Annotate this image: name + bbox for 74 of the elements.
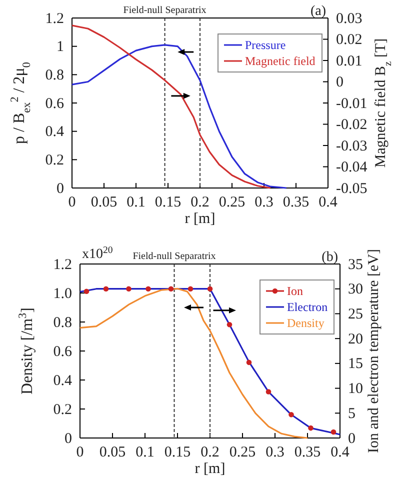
y-tick-label: 0 <box>56 180 64 197</box>
annotation: (a) <box>310 4 326 19</box>
point <box>84 288 90 294</box>
x-tick-label: 0.15 <box>164 444 191 461</box>
chart-title: Field-null Separatrix <box>123 5 206 16</box>
x-tick-label: 0.35 <box>282 194 310 211</box>
y2-tick-label: 30 <box>348 282 363 298</box>
y2-tick-label: 0 <box>348 430 356 447</box>
point <box>330 429 336 435</box>
x-tick-label: 0.4 <box>330 444 350 461</box>
legend-label: Density <box>287 316 324 330</box>
y2-axis-title: Ion and electron temperature [eV] <box>366 248 382 454</box>
point <box>168 286 174 292</box>
y-tick-label: 0.4 <box>53 372 72 389</box>
y2-tick-label: 0.02 <box>336 32 362 48</box>
x-tick-label: 0.2 <box>200 444 220 461</box>
y2-tick-label: 10 <box>348 381 363 398</box>
point <box>126 286 132 292</box>
x-tick-label: 0 <box>76 444 84 461</box>
point <box>226 322 232 328</box>
x-tick-label: 0.1 <box>126 194 146 211</box>
y-tick-label: 0.4 <box>45 124 64 140</box>
x-tick-label: 0.35 <box>294 444 321 461</box>
y2-tick-label: -0.01 <box>336 96 368 112</box>
x-tick-label: 0.4 <box>318 194 338 211</box>
y2-tick-label: 35 <box>348 256 363 273</box>
point <box>146 286 151 292</box>
y-tick-label: 1.2 <box>53 256 72 273</box>
x-tick-label: 0.25 <box>229 444 256 461</box>
point <box>266 389 272 394</box>
x-tick-label: 0.3 <box>254 194 274 211</box>
legend-label: Ion <box>287 284 303 298</box>
y-tick-label: 1 <box>56 39 64 56</box>
x-tick-label: 0.05 <box>99 444 126 461</box>
x-tick-label: 0.2 <box>190 194 210 211</box>
y2-tick-label: 0.01 <box>336 53 362 70</box>
legend-label: Magnetic field <box>245 54 316 68</box>
text: x10$^{20}$ <box>82 244 113 262</box>
y-tick-label: 0.6 <box>53 344 72 360</box>
x-tick-label: 0.05 <box>90 194 118 211</box>
point <box>103 286 109 292</box>
y-tick-label: 0.6 <box>45 96 64 112</box>
legend-label: Pressure <box>245 38 286 52</box>
y-tick-label: 0.8 <box>53 314 72 331</box>
x-axis-title: r [m] <box>184 211 216 227</box>
y-tick-label: 1.0 <box>53 286 72 302</box>
y-tick-label: 0 <box>64 430 72 447</box>
point <box>308 425 314 431</box>
x-axis-title: r [m] <box>194 461 226 477</box>
y2-tick-label: 15 <box>348 356 363 372</box>
y2-tick-label: 0 <box>336 74 344 91</box>
y-tick-label: 0.8 <box>45 67 64 84</box>
y2-tick-label: -0.03 <box>336 138 368 154</box>
y2-tick-label: 25 <box>348 306 363 323</box>
point <box>207 286 213 292</box>
y2-tick-label: 20 <box>348 331 363 348</box>
y-tick-label: 0.2 <box>45 152 64 168</box>
y-tick-label: 0.2 <box>53 402 72 418</box>
x-tick-label: 0.3 <box>266 444 284 461</box>
y2-tick-label: 0.03 <box>336 10 362 27</box>
x-tick-label: 0.25 <box>218 194 246 211</box>
annotation: (b) <box>322 250 338 265</box>
y2-tick-label: -0.04 <box>336 160 368 176</box>
y2-tick-label: -0.02 <box>336 117 368 134</box>
point <box>246 360 252 366</box>
y2-tick-label: -0.05 <box>336 180 368 197</box>
x-tick-label: 0.15 <box>154 194 182 211</box>
y2-tick-label: 5 <box>348 406 356 422</box>
x-tick-label: 0.1 <box>136 444 154 461</box>
point <box>188 286 194 292</box>
point <box>288 412 294 418</box>
legend-label: Electron <box>287 300 328 314</box>
chart-title: Field-null Separatrix <box>132 251 216 262</box>
y-tick-label: 1.2 <box>45 10 64 27</box>
